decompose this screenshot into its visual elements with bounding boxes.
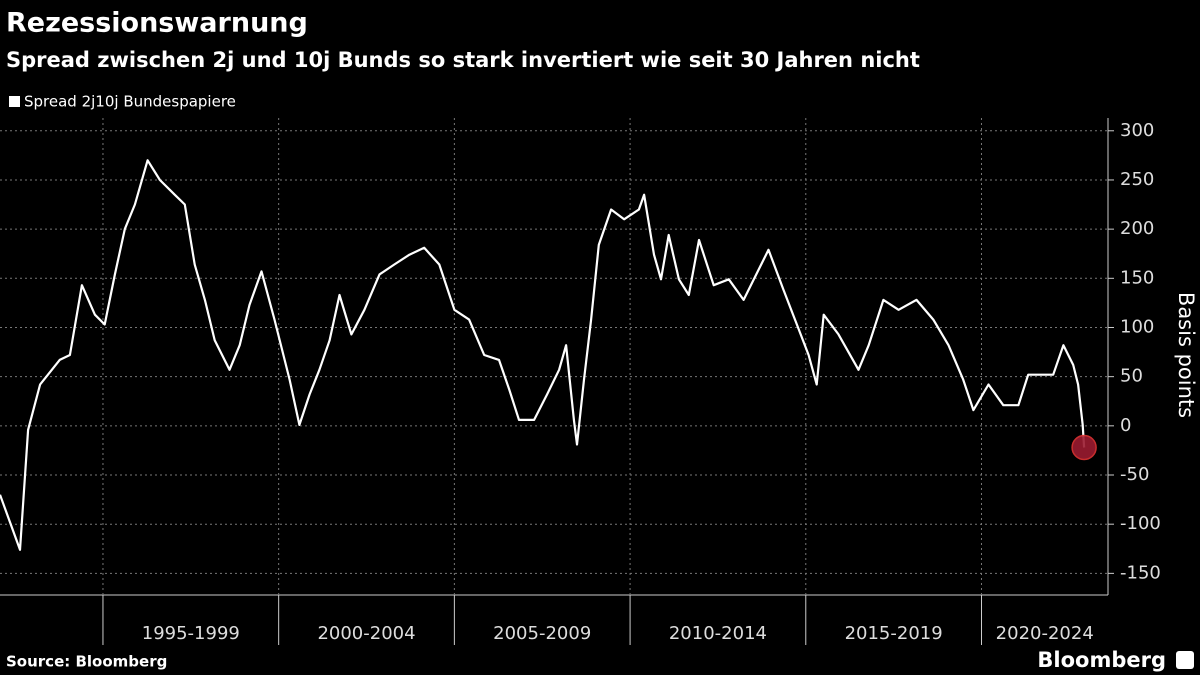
y-tick-label: 100 xyxy=(1120,316,1154,337)
legend-label: Spread 2j10j Bundespapiere xyxy=(24,93,236,111)
brand-icon xyxy=(1176,651,1194,669)
y-tick-label: -100 xyxy=(1120,513,1161,534)
y-tick-label: 250 xyxy=(1120,169,1154,190)
y-tick-label: 0 xyxy=(1120,415,1131,436)
x-period-label: 2010-2014 xyxy=(669,623,767,644)
x-period-label: 2005-2009 xyxy=(493,623,591,644)
chart-subtitle: Spread zwischen 2j und 10j Bunds so star… xyxy=(6,48,920,72)
source: Source: Bloomberg xyxy=(6,653,167,671)
chart-title: Rezessionswarnung xyxy=(6,8,308,39)
y-tick-label: 200 xyxy=(1120,218,1154,239)
line xyxy=(0,159,1086,551)
x-period-label: 2020-2024 xyxy=(996,623,1094,644)
brand: Bloomberg xyxy=(1037,648,1166,672)
y-tick-label: 50 xyxy=(1120,366,1143,387)
highlight-point xyxy=(1071,434,1097,461)
x-period-label: 2000-2004 xyxy=(317,623,415,644)
y-tick-label: 150 xyxy=(1120,267,1154,288)
y-tick-label: -50 xyxy=(1120,464,1149,485)
y-axis-label: Basis points xyxy=(1174,292,1198,418)
x-period-label: 1995-1999 xyxy=(142,623,240,644)
legend-swatch xyxy=(9,96,20,107)
y-tick-label: -150 xyxy=(1120,562,1161,583)
x-period-label: 2015-2019 xyxy=(845,623,943,644)
y-tick-label: 300 xyxy=(1120,120,1154,141)
